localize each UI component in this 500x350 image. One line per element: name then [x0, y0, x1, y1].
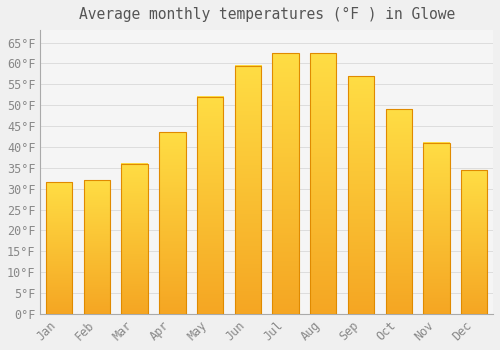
- Title: Average monthly temperatures (°F ) in Glowe: Average monthly temperatures (°F ) in Gl…: [78, 7, 455, 22]
- Bar: [461, 170, 487, 314]
- Bar: [159, 132, 186, 314]
- Bar: [46, 182, 72, 314]
- Bar: [310, 53, 336, 314]
- Bar: [122, 164, 148, 314]
- Bar: [424, 143, 450, 314]
- Bar: [272, 53, 299, 314]
- Bar: [234, 65, 261, 314]
- Bar: [348, 76, 374, 314]
- Bar: [197, 97, 224, 314]
- Bar: [84, 180, 110, 314]
- Bar: [386, 109, 412, 314]
